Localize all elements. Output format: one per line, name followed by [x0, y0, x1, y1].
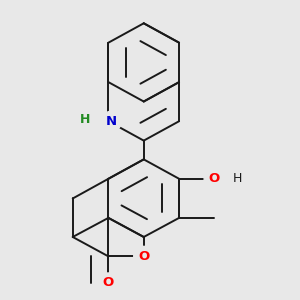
Circle shape: [75, 110, 95, 130]
Circle shape: [101, 111, 122, 131]
Text: H: H: [233, 172, 242, 185]
Text: O: O: [138, 250, 149, 263]
Text: O: O: [208, 172, 220, 185]
Text: O: O: [103, 277, 114, 290]
Text: N: N: [106, 115, 117, 128]
Text: H: H: [80, 113, 90, 126]
Circle shape: [98, 273, 118, 293]
Circle shape: [204, 169, 224, 189]
Circle shape: [134, 246, 154, 266]
